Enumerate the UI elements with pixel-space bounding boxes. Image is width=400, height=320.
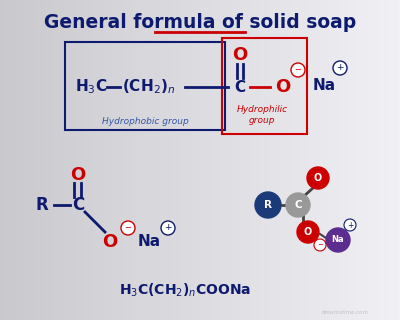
Bar [222, 38, 307, 134]
Text: +: + [336, 63, 344, 73]
Text: R: R [264, 200, 272, 210]
Circle shape [326, 228, 350, 252]
Circle shape [297, 221, 319, 243]
Circle shape [121, 221, 135, 235]
Bar [65, 42, 225, 130]
Circle shape [333, 61, 347, 75]
Text: −: − [317, 242, 323, 248]
Text: O: O [102, 233, 118, 251]
Text: Hydrophilic
group: Hydrophilic group [236, 105, 288, 125]
Text: −: − [294, 66, 302, 75]
Text: O: O [314, 173, 322, 183]
Text: General formula of solid soap: General formula of solid soap [44, 12, 356, 31]
Text: Na: Na [313, 77, 336, 92]
Text: Na: Na [138, 235, 161, 250]
Text: dreamstime.com: dreamstime.com [322, 309, 368, 315]
Text: O: O [275, 78, 290, 96]
Circle shape [314, 239, 326, 251]
Text: H$_3$C: H$_3$C [75, 78, 107, 96]
Circle shape [344, 219, 356, 231]
Text: (CH$_2$)$_n$: (CH$_2$)$_n$ [122, 78, 176, 96]
Text: +: + [347, 220, 353, 229]
Text: C: C [294, 200, 302, 210]
Text: C: C [72, 196, 84, 214]
Text: Hydrophobic group: Hydrophobic group [102, 117, 188, 126]
Text: H$_3$C(CH$_2$)$_n$COONa: H$_3$C(CH$_2$)$_n$COONa [119, 281, 251, 299]
Circle shape [307, 167, 329, 189]
Circle shape [255, 192, 281, 218]
Text: R: R [36, 196, 48, 214]
Text: Na: Na [332, 236, 344, 244]
Text: O: O [232, 46, 248, 64]
Circle shape [291, 63, 305, 77]
Circle shape [286, 193, 310, 217]
Circle shape [161, 221, 175, 235]
Text: C: C [234, 79, 246, 94]
Text: O: O [304, 227, 312, 237]
Text: O: O [70, 166, 86, 184]
Text: −: − [124, 223, 132, 233]
Text: +: + [164, 223, 172, 233]
